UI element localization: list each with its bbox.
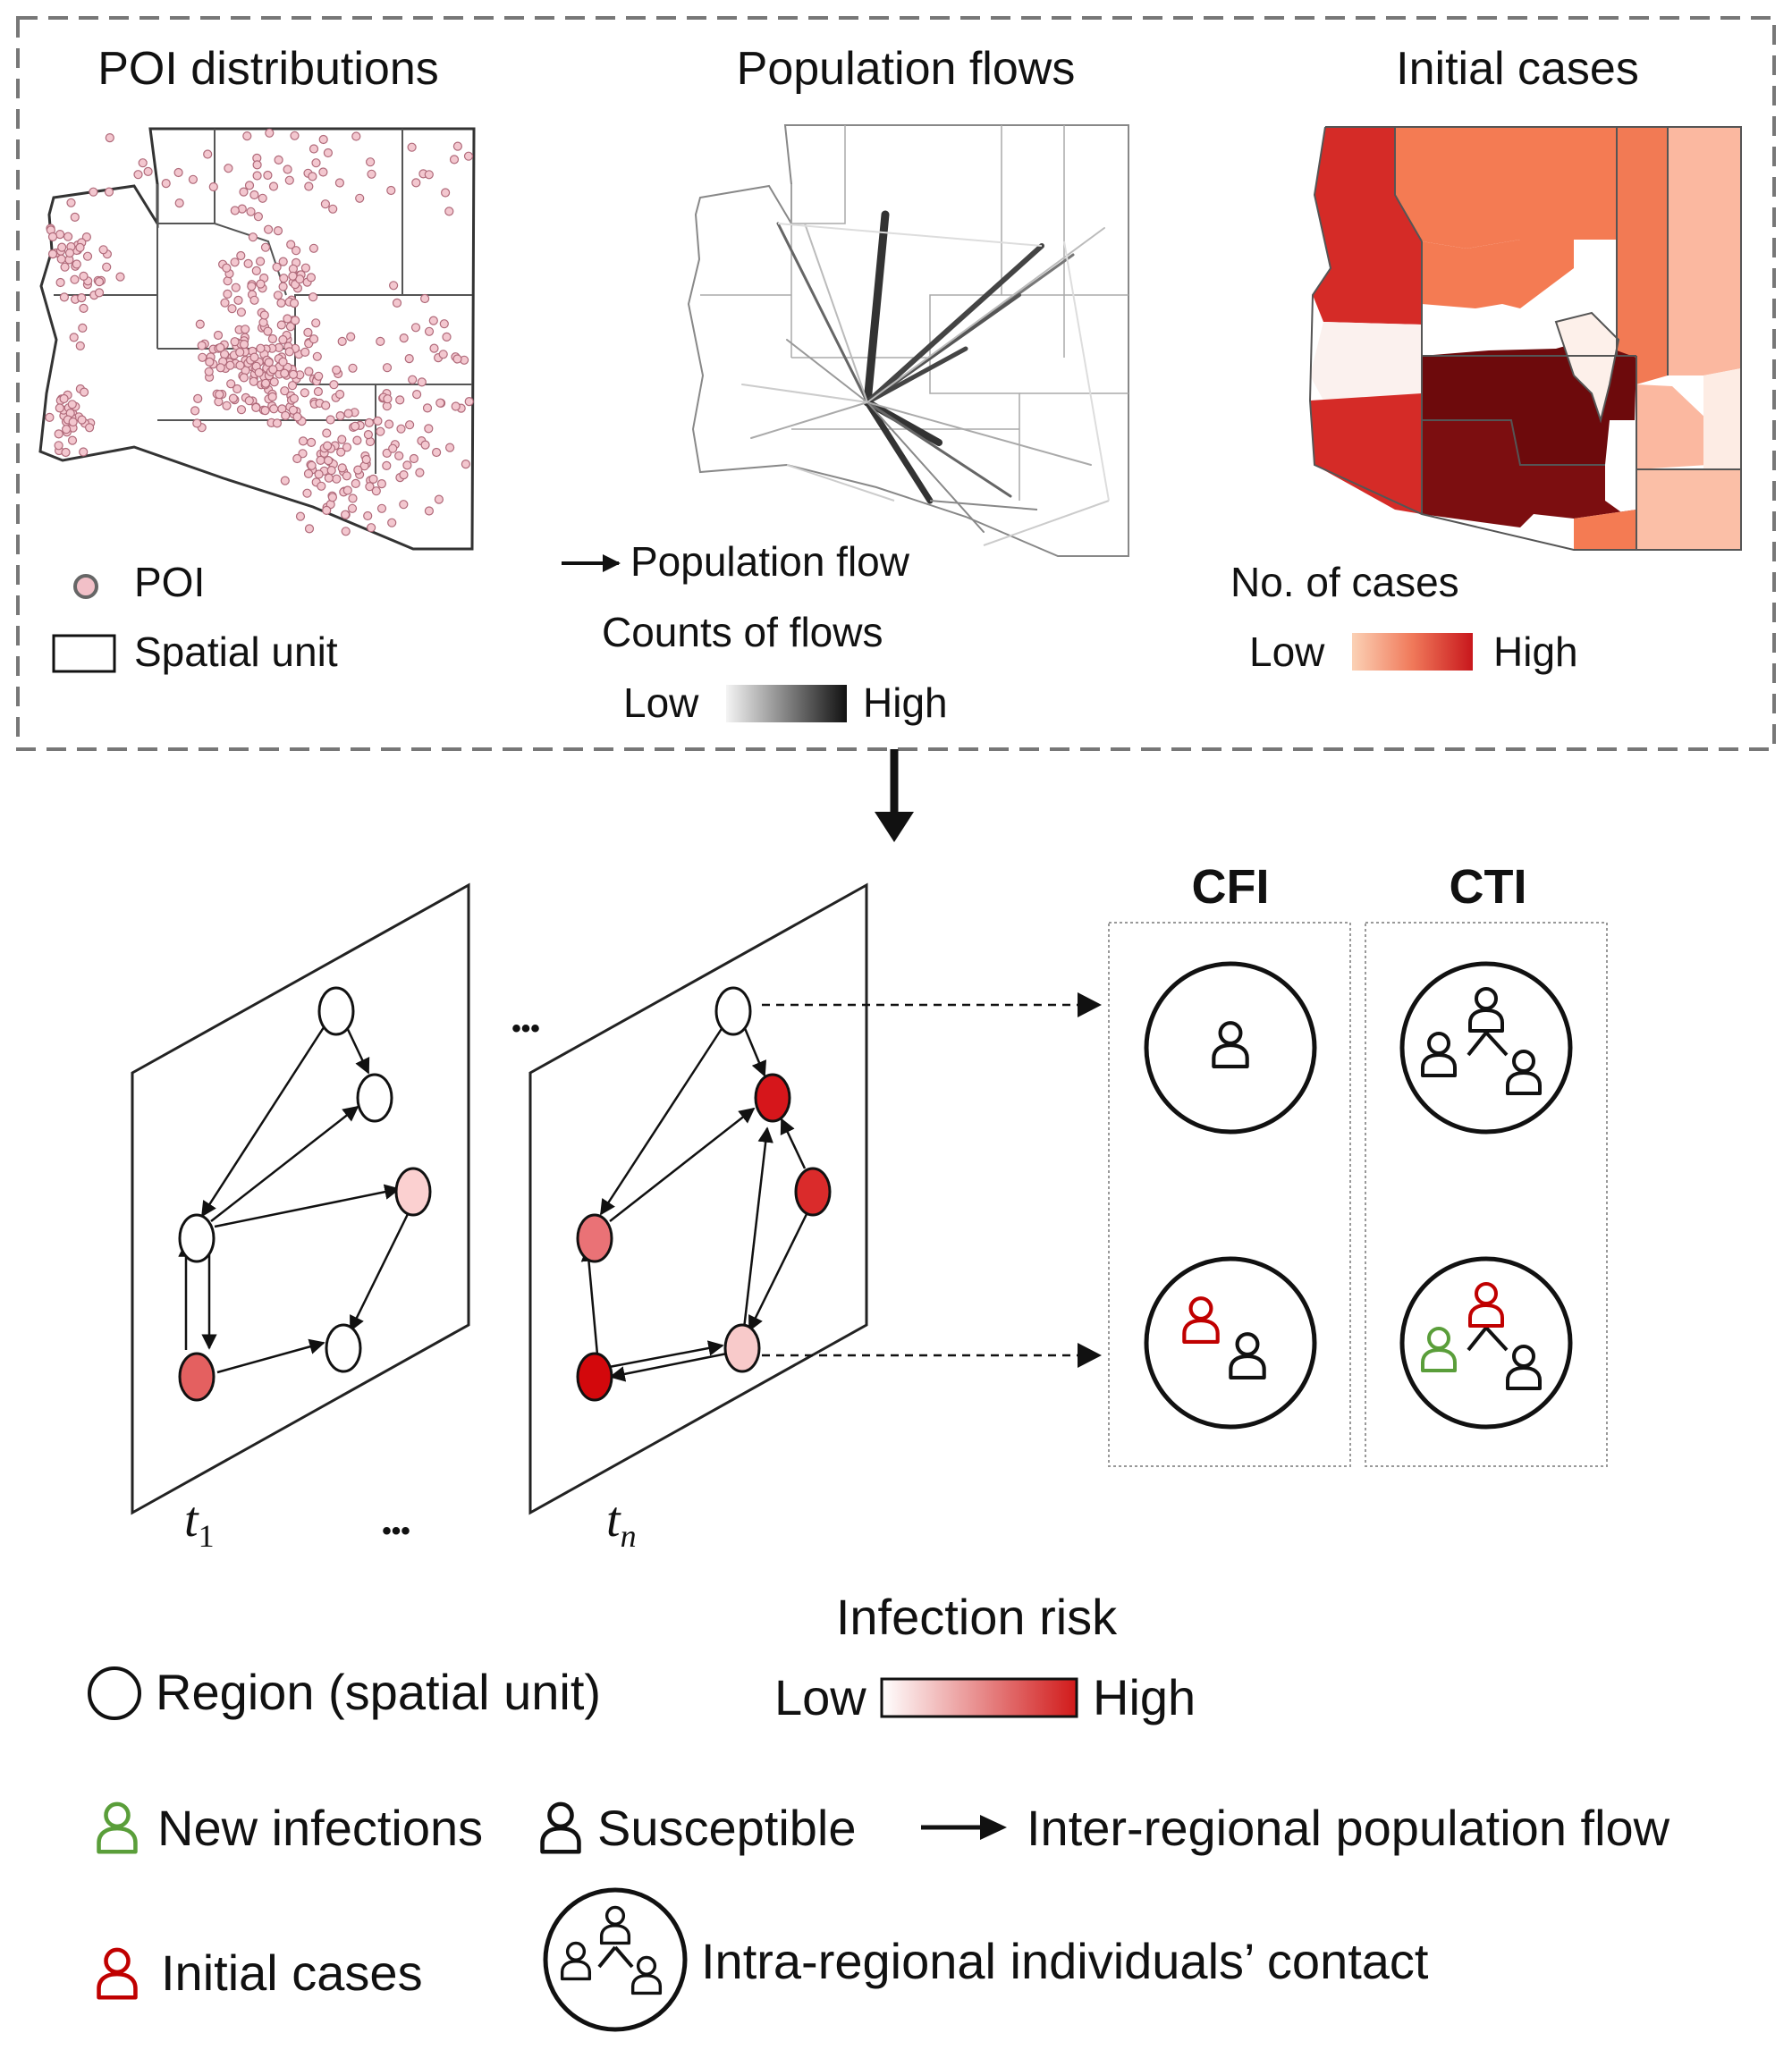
susceptible-icon xyxy=(543,1804,579,1852)
cases-gradient-bar xyxy=(1352,633,1473,671)
ellipsis-bottom: ••• xyxy=(382,1516,410,1546)
cti-region-before xyxy=(1399,961,1573,1135)
cases-legend-label: No. of cases xyxy=(1230,559,1459,605)
node-detail-connectors xyxy=(762,992,1102,1368)
tn-label: tn xyxy=(606,1492,637,1554)
flows-gradient-bar xyxy=(726,685,847,722)
ellipsis-top: ••• xyxy=(511,1014,540,1043)
region-node xyxy=(576,1213,613,1263)
cases-high-label: High xyxy=(1493,628,1578,675)
cti-label: CTI xyxy=(1450,860,1527,914)
flows-map xyxy=(687,124,1129,557)
region-node xyxy=(576,1352,613,1402)
intra-contact-icon xyxy=(543,1887,688,2032)
cfi-label: CFI xyxy=(1192,860,1270,914)
susceptible-label: Susceptible xyxy=(597,1800,857,1856)
cases-map xyxy=(1308,126,1742,551)
region-node xyxy=(317,986,355,1036)
inter-flow-label: Inter-regional population flow xyxy=(1027,1800,1670,1856)
region-legend-label: Region (spatial unit) xyxy=(156,1664,601,1720)
region-node xyxy=(325,1323,362,1373)
region-node xyxy=(356,1073,393,1123)
flows-legend: Population flow Counts of flows Low High xyxy=(562,538,948,726)
t1-label: t1 xyxy=(184,1492,215,1554)
process-arrow xyxy=(875,749,914,842)
cases-low-label: Low xyxy=(1249,628,1325,675)
poi-legend: POI Spatial unit xyxy=(52,559,338,675)
region-node xyxy=(178,1213,216,1263)
infection-risk-title: Infection risk xyxy=(836,1589,1118,1645)
poi-legend-marker xyxy=(73,574,98,599)
region-legend-marker xyxy=(88,1666,141,1720)
cfi-panel xyxy=(1108,922,1351,1467)
population-flow-lines xyxy=(741,210,1110,546)
region-node xyxy=(723,1323,761,1373)
poi-map xyxy=(38,127,476,551)
region-node xyxy=(178,1352,216,1402)
graph-plane-t1 xyxy=(131,882,470,1515)
new-infections-label: New infections xyxy=(157,1800,483,1856)
cfi-region-before xyxy=(1144,961,1317,1135)
cti-region-after xyxy=(1399,1256,1573,1430)
cti-panel xyxy=(1365,922,1608,1467)
spatial-unit-legend-label: Spatial unit xyxy=(134,628,338,675)
flow-legend-label: Population flow xyxy=(630,538,910,585)
poi-legend-label: POI xyxy=(134,559,205,605)
region-node xyxy=(754,1073,791,1123)
cases-legend: No. of cases Low High xyxy=(1230,559,1578,675)
counts-of-flows-label: Counts of flows xyxy=(602,609,883,655)
input-data-panel xyxy=(16,16,1776,751)
inter-flow-legend-arrow xyxy=(921,1815,1007,1840)
flows-low-label: Low xyxy=(623,679,699,726)
infection-risk-high: High xyxy=(1093,1669,1196,1725)
infection-risk-low: Low xyxy=(774,1669,866,1725)
poi-points xyxy=(45,128,474,536)
flows-panel-title: Population flows xyxy=(737,43,1076,95)
initial-cases-label: Initial cases xyxy=(161,1945,423,2001)
new-infection-icon xyxy=(99,1804,136,1852)
region-node xyxy=(794,1167,832,1217)
spatial-unit-legend-box xyxy=(52,634,116,673)
flows-high-label: High xyxy=(863,679,948,726)
poi-panel-title: POI distributions xyxy=(97,43,439,95)
graph-plane-tn xyxy=(528,882,868,1515)
intra-contact-label: Intra-regional individuals’ contact xyxy=(701,1933,1429,1989)
region-node xyxy=(394,1167,432,1217)
cases-panel-title: Initial cases xyxy=(1396,43,1639,95)
cfi-region-after xyxy=(1144,1256,1317,1430)
initial-case-icon xyxy=(99,1950,136,1997)
infection-risk-gradient xyxy=(880,1677,1078,1718)
region-node xyxy=(714,986,752,1036)
